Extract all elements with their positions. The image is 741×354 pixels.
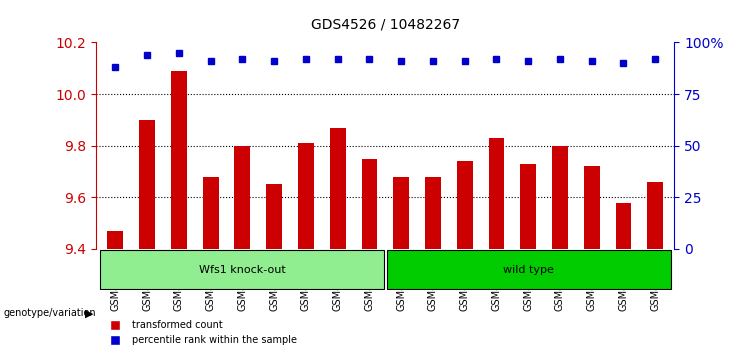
FancyBboxPatch shape bbox=[99, 250, 384, 290]
Bar bbox=[425, 177, 441, 249]
Text: Wfs1 knock-out: Wfs1 knock-out bbox=[199, 265, 286, 275]
Text: ▶: ▶ bbox=[85, 308, 93, 318]
Bar bbox=[330, 128, 345, 249]
Bar bbox=[171, 71, 187, 249]
Bar bbox=[266, 184, 282, 249]
Text: GDS4526 / 10482267: GDS4526 / 10482267 bbox=[310, 18, 460, 32]
Bar bbox=[648, 182, 663, 249]
Text: wild type: wild type bbox=[503, 265, 554, 275]
Legend: transformed count, percentile rank within the sample: transformed count, percentile rank withi… bbox=[102, 316, 301, 349]
Bar bbox=[298, 143, 314, 249]
Bar bbox=[139, 120, 155, 249]
Text: genotype/variation: genotype/variation bbox=[4, 308, 96, 318]
Bar bbox=[203, 177, 219, 249]
Bar bbox=[362, 159, 377, 249]
Bar bbox=[520, 164, 536, 249]
Bar bbox=[393, 177, 409, 249]
Bar bbox=[234, 146, 250, 249]
Bar bbox=[584, 166, 599, 249]
Bar bbox=[616, 202, 631, 249]
Bar bbox=[456, 161, 473, 249]
Bar bbox=[552, 146, 568, 249]
Bar bbox=[107, 231, 123, 249]
FancyBboxPatch shape bbox=[387, 250, 671, 290]
Bar bbox=[488, 138, 505, 249]
